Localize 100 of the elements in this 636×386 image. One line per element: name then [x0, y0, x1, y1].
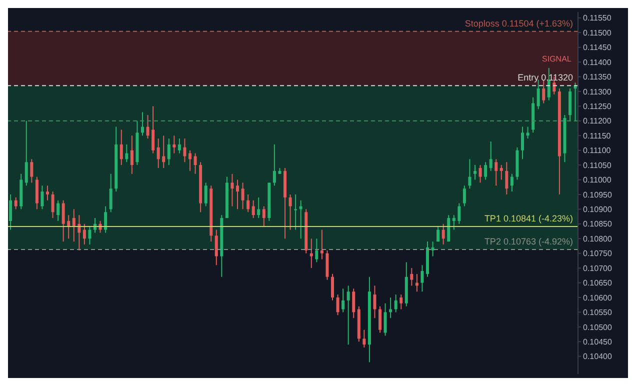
candlestick	[9, 194, 12, 230]
candlestick	[489, 140, 492, 172]
candlestick	[14, 196, 18, 210]
y-tick-label: 0.11500	[583, 28, 612, 38]
candlestick	[183, 138, 186, 163]
candlestick	[188, 150, 192, 172]
candlestick	[257, 196, 260, 219]
y-tick-label: 0.10600	[583, 293, 612, 302]
candlestick	[420, 264, 424, 292]
candlestick	[40, 185, 44, 210]
candlestick	[125, 144, 128, 163]
candlestick	[72, 208, 76, 242]
candlestick	[568, 88, 572, 122]
ref-line-label: TP1 0.10841 (-4.23%)	[484, 214, 573, 224]
y-tick-label: 0.11100	[583, 146, 612, 156]
candlestick	[526, 126, 530, 140]
candlestick	[452, 214, 456, 230]
candlestick	[352, 288, 356, 319]
candlestick	[442, 223, 445, 246]
candlestick	[510, 173, 514, 192]
y-tick-label: 0.11350	[583, 72, 612, 82]
ref-line-label: TP2 0.10763 (-4.92%)	[484, 236, 573, 247]
y-tick-label: 0.11050	[583, 160, 612, 170]
candlestick	[62, 200, 65, 242]
candlestick	[46, 185, 49, 201]
candlestick	[373, 285, 376, 319]
candlestick	[299, 200, 302, 240]
candlestick	[378, 306, 382, 334]
y-tick-label: 0.11000	[583, 176, 612, 185]
candlestick	[346, 285, 350, 346]
candlestick	[474, 164, 476, 180]
candlestick	[272, 144, 276, 186]
y-tick-label: 0.11450	[583, 43, 612, 52]
candlestick	[394, 294, 398, 313]
ref-line-label: Stoploss 0.11504 (+1.63%)	[464, 18, 573, 28]
candlestick	[458, 202, 461, 224]
y-tick-label: 0.11250	[583, 102, 612, 112]
candlestick	[310, 238, 313, 269]
candlestick	[104, 206, 108, 234]
candlestick	[156, 138, 160, 168]
y-tick-label: 0.10550	[583, 308, 612, 318]
candlestick	[88, 226, 92, 246]
candlestick	[521, 126, 524, 160]
candlestick	[120, 129, 123, 166]
candlestick	[288, 194, 292, 230]
candlestick	[505, 162, 508, 195]
candlestick	[246, 194, 250, 213]
y-tick-label: 0.10500	[583, 322, 612, 332]
y-tick-label: 0.10700	[583, 264, 612, 273]
y-tick-label: 0.10750	[583, 249, 612, 258]
candlestick	[230, 173, 234, 207]
candlestick	[336, 294, 340, 316]
candlestick	[384, 302, 387, 336]
y-tick-label: 0.10450	[583, 337, 612, 346]
y-tick-label: 0.10800	[583, 234, 612, 244]
candlestick	[400, 294, 403, 310]
candlestick	[484, 162, 488, 180]
candlestick	[478, 164, 482, 184]
candlestick	[51, 191, 54, 219]
candlestick	[30, 158, 34, 184]
candlestick	[468, 158, 472, 190]
candlestick	[462, 185, 466, 207]
candlestick	[178, 138, 181, 154]
candlestick	[152, 106, 155, 154]
candlestick	[262, 206, 266, 228]
candlestick	[172, 135, 176, 154]
y-tick-label: 0.11300	[583, 87, 612, 96]
candlestick	[146, 114, 150, 140]
y-tick-label: 0.10650	[583, 278, 612, 288]
candlestick	[331, 273, 334, 301]
candlestick	[167, 138, 170, 166]
candlestick	[431, 241, 434, 257]
candlestick	[141, 112, 144, 136]
candlestick	[109, 173, 112, 213]
candlestick	[362, 329, 366, 348]
candlestick	[500, 164, 503, 180]
candlestick	[252, 200, 255, 219]
candlestick	[130, 135, 134, 174]
candlestick	[56, 200, 60, 222]
candlestick	[320, 229, 324, 260]
candlestick	[35, 176, 38, 210]
candlestick	[236, 179, 239, 210]
candlestick	[194, 152, 197, 174]
y-tick-label: 0.11400	[583, 58, 612, 67]
candlestick	[82, 223, 86, 246]
y-tick-label: 0.10850	[583, 220, 612, 229]
y-tick-label: 0.10400	[583, 352, 612, 362]
candlestick	[24, 120, 28, 186]
y-tick-label: 0.10900	[583, 205, 612, 214]
annotation: SIGNAL	[542, 54, 572, 64]
candlestick	[342, 288, 345, 313]
candlestick	[315, 238, 318, 263]
candlestick	[494, 158, 498, 186]
candlestick	[241, 182, 244, 210]
candlestick	[204, 182, 208, 207]
candlestick	[214, 229, 218, 266]
y-tick-label: 0.10950	[583, 190, 612, 200]
candlestick	[162, 135, 166, 168]
candlestick	[294, 194, 298, 230]
candlestick	[436, 226, 440, 242]
